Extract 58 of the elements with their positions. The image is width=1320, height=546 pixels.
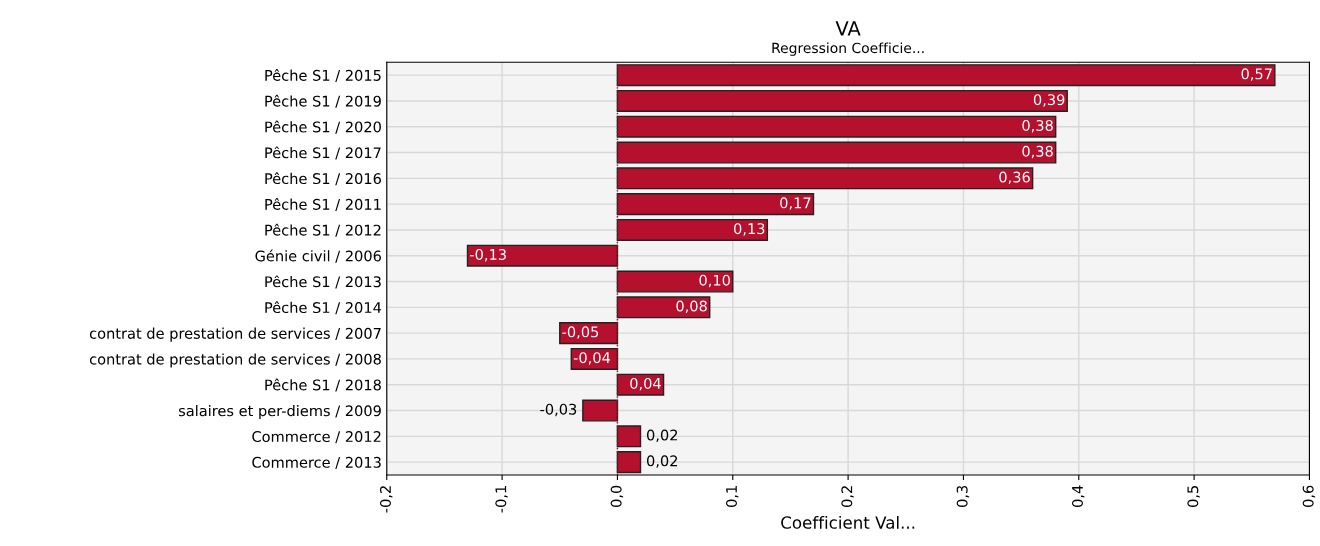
bar [616, 270, 734, 293]
data-label: -0,03 [540, 403, 577, 417]
data-label: 0,02 [646, 455, 678, 468]
y-tick-label: Pêche S1 / 2018 [265, 378, 381, 392]
x-tick-label: 0,4 [1071, 485, 1085, 507]
y-tick-label: Pêche S1 / 2015 [265, 69, 381, 83]
data-label: 0,38 [1022, 119, 1053, 133]
y-tick-label: Génie civil / 2006 [255, 249, 381, 263]
y-tick-label: Pêche S1 / 2016 [265, 172, 381, 186]
data-label: 0,04 [630, 377, 661, 391]
x-tick-label: -0,2 [379, 486, 393, 513]
bar [616, 193, 815, 216]
y-tick-label: Pêche S1 / 2011 [265, 198, 381, 212]
x-tick-label: 0,2 [841, 486, 854, 507]
y-tick-label: Commerce / 2013 [252, 456, 381, 470]
bar [616, 296, 711, 319]
data-label: -0,05 [562, 326, 599, 339]
chart-subtitle: Regression Coefficie... [772, 42, 924, 56]
y-tick-label: contrat de prestation de services / 2008 [89, 353, 381, 368]
data-label: 0,57 [1241, 68, 1272, 81]
data-label: 0,08 [676, 300, 707, 314]
bar [616, 218, 769, 241]
y-tick-label: contrat de prestation de services / 2007 [89, 327, 381, 342]
data-label: -0,13 [470, 248, 506, 262]
x-tick-label: 0,5 [1187, 486, 1200, 507]
data-label: 0,10 [699, 274, 730, 288]
y-tick-label: Pêche S1 / 2020 [265, 120, 381, 134]
y-tick-label: Commerce / 2012 [252, 431, 381, 444]
bar [616, 115, 1057, 138]
chart-title: VA [835, 21, 861, 36]
bar [582, 399, 619, 422]
y-tick-label: Pêche S1 / 2012 [265, 223, 381, 237]
y-tick-label: Pêche S1 / 2014 [265, 301, 382, 315]
data-label: 0,39 [1033, 94, 1065, 107]
bar [616, 167, 1034, 190]
x-tick-label: -0,1 [495, 486, 508, 513]
data-label: 0,36 [999, 171, 1030, 185]
x-tick-label: 0,3 [956, 485, 970, 507]
bar [616, 425, 642, 448]
y-tick-label: Pêche S1 / 2017 [265, 146, 381, 160]
y-tick-label: Pêche S1 / 2013 [265, 275, 381, 289]
x-tick-label: 0,1 [725, 486, 739, 507]
bar [616, 451, 642, 474]
bar [616, 64, 1276, 87]
y-tick-label: Pêche S1 / 2019 [265, 94, 381, 108]
data-label: 0,17 [780, 197, 811, 210]
data-label: 0,02 [646, 429, 678, 443]
bar [559, 322, 619, 345]
y-tick-label: salaires et per-diems / 2009 [178, 404, 381, 420]
data-label: 0,38 [1022, 145, 1053, 159]
data-label: -0,04 [573, 352, 611, 365]
bar [616, 89, 1068, 112]
x-tick-label: 0,0 [610, 485, 624, 507]
x-tick-label: 0,6 [1302, 485, 1316, 507]
data-label: 0,13 [734, 223, 765, 236]
bar [616, 141, 1057, 164]
x-axis-title: Coefficient Val... [781, 515, 915, 529]
bar [466, 244, 619, 267]
